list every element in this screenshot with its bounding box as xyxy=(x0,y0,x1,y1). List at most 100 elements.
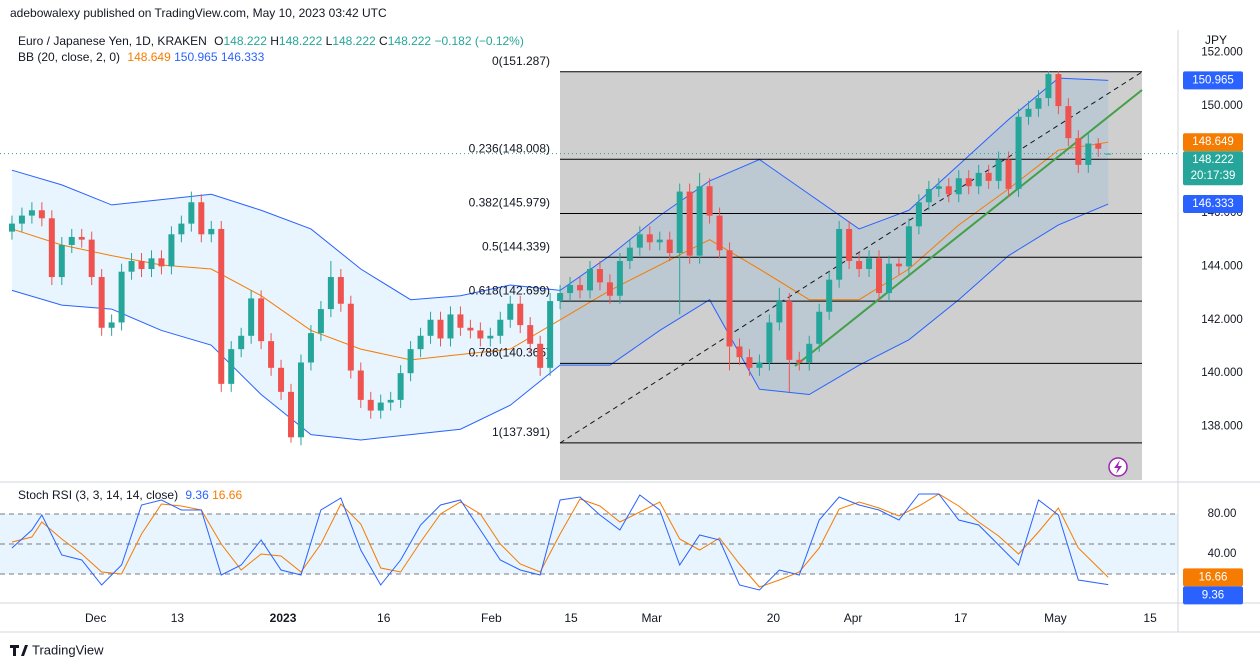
candle-body xyxy=(48,218,55,278)
ohlc-letter: H xyxy=(270,34,279,48)
fib-label: 0(151.287) xyxy=(492,54,550,68)
x-tick-label: Dec xyxy=(85,611,106,625)
logo xyxy=(10,645,28,656)
candle-body xyxy=(547,301,554,368)
ohlc-value: 148.222 xyxy=(223,34,267,48)
candle-body xyxy=(118,271,125,323)
candle-body xyxy=(168,234,175,267)
candle-body xyxy=(985,172,992,181)
price-tag xyxy=(1183,568,1243,587)
candle-body xyxy=(258,298,265,342)
candle-body xyxy=(38,210,45,219)
candle-body xyxy=(437,319,444,339)
x-tick-label: Apr xyxy=(844,611,863,625)
candle-body xyxy=(268,341,275,368)
price-tag-label: 150.965 xyxy=(1192,74,1234,86)
stoch-k-line xyxy=(11,493,1109,591)
candle-body xyxy=(327,277,334,310)
x-tick-label: 20 xyxy=(767,611,781,625)
fib-label: 0.618(142.699) xyxy=(469,283,550,297)
candle-body xyxy=(586,269,593,291)
candle-body xyxy=(716,215,723,251)
candle-body xyxy=(477,330,484,339)
candle-body xyxy=(1005,159,1012,189)
candle-body xyxy=(786,301,793,360)
candle-body xyxy=(397,373,404,400)
candle-body xyxy=(497,319,504,336)
candle-body xyxy=(596,269,603,283)
axis-layer: 138.000140.000142.000144.000146.000148.0… xyxy=(85,47,1243,625)
candle-body xyxy=(238,335,245,350)
alert-bolt[interactable] xyxy=(1114,460,1122,474)
price-tag xyxy=(1183,195,1243,214)
candle-body xyxy=(377,402,384,411)
x-tick-label: 2023 xyxy=(270,611,297,625)
published-note: adebowalexy published on TradingView.com… xyxy=(10,6,387,20)
candle-body xyxy=(796,359,803,363)
candle-body xyxy=(467,327,474,331)
background-layer xyxy=(560,71,1142,481)
ohlc-change: −0.182 (−0.12%) xyxy=(434,34,523,48)
candle-body xyxy=(1025,108,1032,117)
candle-body xyxy=(28,210,35,216)
y-tick-label: 140.000 xyxy=(1201,367,1243,379)
candle-body xyxy=(198,202,205,235)
candle-body xyxy=(666,239,673,253)
candle-body xyxy=(876,258,883,294)
candle-body xyxy=(148,258,155,270)
candle-body xyxy=(337,277,344,304)
candle-body xyxy=(975,172,982,187)
y-tick-label: 144.000 xyxy=(1201,260,1243,272)
bb-upper-value: 150.965 xyxy=(174,50,218,64)
candle-body xyxy=(766,322,773,363)
fib-label: 0.5(144.339) xyxy=(482,239,550,253)
candle-body xyxy=(98,277,105,328)
bollinger-layer xyxy=(11,77,1109,441)
candle-body xyxy=(806,343,813,363)
x-tick-label: 17 xyxy=(954,611,968,625)
candle-body xyxy=(856,261,863,270)
candle-body xyxy=(1085,143,1092,165)
candle-body xyxy=(1095,143,1102,149)
bb-label: BB (20, close, 2, 0) xyxy=(18,50,120,64)
bb-basis-line xyxy=(11,141,1109,361)
candle-body xyxy=(885,263,892,294)
candle-body xyxy=(616,261,623,296)
candle-body xyxy=(417,335,424,350)
candle-body xyxy=(1015,116,1022,189)
candle-body xyxy=(706,186,713,216)
trend-line-green xyxy=(794,89,1143,367)
logo-mark xyxy=(10,645,28,656)
candle-body xyxy=(935,186,942,189)
candle-body xyxy=(78,236,85,240)
bb-lower-value: 146.333 xyxy=(221,50,265,64)
currency: JPY xyxy=(1205,33,1227,47)
stoch-tick-label: 40.00 xyxy=(1208,548,1237,560)
candle-body xyxy=(726,250,733,347)
y-tick-label: 138.000 xyxy=(1201,421,1243,433)
candle-body xyxy=(905,226,912,267)
candle-body xyxy=(686,191,693,256)
stoch-legend: Stoch RSI (3, 3, 14, 14, close) 9.36 16.… xyxy=(18,488,242,502)
candle-body xyxy=(407,349,414,374)
candle-body xyxy=(307,333,314,363)
candle-body xyxy=(557,293,564,302)
candle-body xyxy=(676,191,683,253)
candle-body xyxy=(1075,138,1082,165)
ohlc-letter: C xyxy=(379,34,388,48)
candle-body xyxy=(288,391,295,438)
candle-body xyxy=(427,319,434,336)
x-tick-label: Mar xyxy=(641,611,662,625)
fib-area xyxy=(560,71,1142,481)
stoch-tick-label: 80.00 xyxy=(1208,508,1237,520)
candle-layer xyxy=(0,71,1178,446)
candle-body xyxy=(188,202,195,224)
candle-body xyxy=(577,285,584,291)
price-tag-label: 9.36 xyxy=(1202,589,1224,601)
alert-icon[interactable] xyxy=(1108,457,1128,477)
fib-label: 0.236(148.008) xyxy=(469,141,550,155)
price-tag-label: 148.649 xyxy=(1192,136,1234,148)
candle-body xyxy=(656,239,663,243)
candle-body xyxy=(776,301,783,323)
